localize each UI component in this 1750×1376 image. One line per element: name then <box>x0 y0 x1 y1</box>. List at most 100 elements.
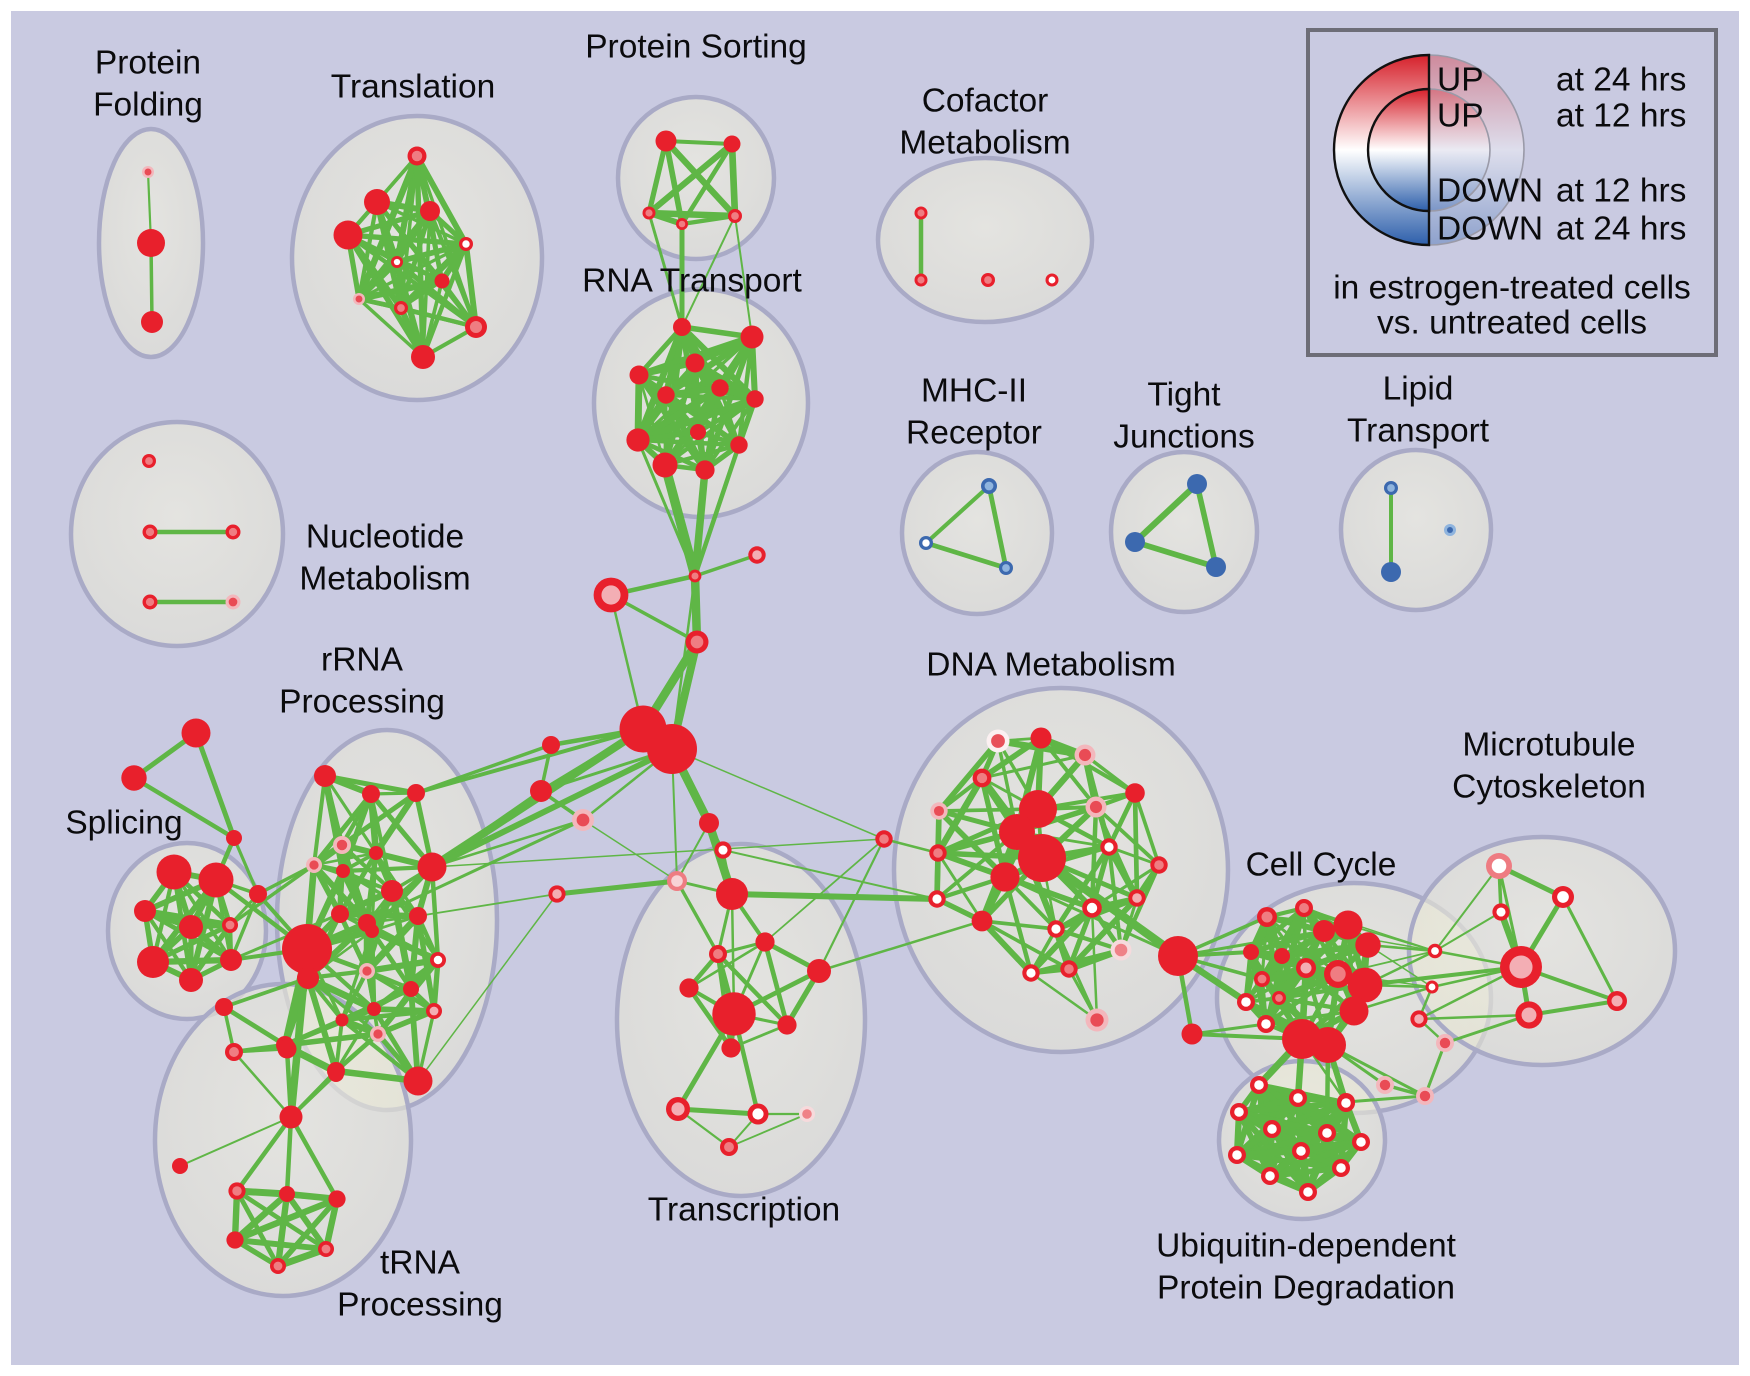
node <box>746 390 764 408</box>
node <box>1085 796 1107 818</box>
node <box>1332 1159 1350 1177</box>
edge <box>1002 874 1034 976</box>
edge <box>417 893 558 1082</box>
edge <box>679 324 755 340</box>
node <box>748 546 766 564</box>
node <box>430 952 446 968</box>
node <box>222 917 238 933</box>
legend-glyph-half <box>1366 87 1431 213</box>
edge <box>882 837 940 855</box>
edge <box>368 791 435 870</box>
node <box>685 630 709 654</box>
edge <box>1561 895 1619 1003</box>
node <box>930 802 948 820</box>
node <box>1045 273 1059 287</box>
node <box>721 1038 741 1058</box>
node <box>1082 898 1102 918</box>
node <box>277 1039 297 1059</box>
node <box>1257 907 1277 927</box>
node <box>1018 834 1066 882</box>
edge <box>645 140 736 217</box>
edge <box>322 773 419 796</box>
node <box>141 311 163 333</box>
node <box>391 256 403 268</box>
node <box>676 218 688 230</box>
node <box>1206 557 1226 577</box>
edge <box>675 879 720 956</box>
node <box>642 206 656 220</box>
edge <box>728 1113 808 1148</box>
edge <box>193 730 237 841</box>
edge <box>288 1114 340 1202</box>
edge <box>663 138 685 227</box>
node <box>1125 783 1145 803</box>
legend-direction-label: DOWN <box>1437 173 1543 210</box>
edge <box>1417 1013 1531 1021</box>
edge <box>284 1114 294 1197</box>
edge <box>554 878 680 897</box>
edge <box>355 277 446 303</box>
node <box>714 841 732 859</box>
cluster-label-mhc-ii-receptor: Receptor <box>906 415 1042 452</box>
edge <box>304 974 340 1075</box>
edge <box>979 918 1034 976</box>
edge <box>430 818 585 869</box>
node <box>1110 939 1132 961</box>
node <box>1384 481 1398 495</box>
node <box>137 229 165 257</box>
node <box>1333 910 1363 940</box>
node <box>1295 899 1313 917</box>
node <box>1074 744 1096 766</box>
node <box>459 237 473 251</box>
node <box>1274 948 1290 964</box>
cluster-label-dna-metabolism: DNA Metabolism <box>926 647 1175 684</box>
node <box>990 862 1020 892</box>
edge <box>675 1106 761 1117</box>
node <box>807 959 831 983</box>
node <box>1552 886 1574 908</box>
node <box>407 146 427 166</box>
node <box>1376 1076 1394 1094</box>
node <box>1060 960 1078 978</box>
node <box>1272 991 1286 1005</box>
edge <box>715 951 790 1028</box>
node <box>279 1105 303 1129</box>
edge <box>232 1237 329 1252</box>
node <box>1337 1094 1355 1112</box>
cluster-label-protein-folding: Folding <box>93 87 203 124</box>
node <box>270 1258 286 1274</box>
edge <box>634 323 686 444</box>
cluster-label-protein-sorting: Protein Sorting <box>585 29 807 66</box>
node <box>365 924 379 938</box>
edge <box>1248 905 1307 955</box>
node <box>1292 1142 1310 1160</box>
edge <box>647 211 684 329</box>
node <box>667 871 687 891</box>
node <box>695 460 715 480</box>
edge <box>398 305 479 330</box>
edge <box>1194 481 1219 570</box>
node <box>314 765 336 787</box>
edge <box>363 956 442 975</box>
node <box>711 379 729 397</box>
edge <box>1090 906 1099 1022</box>
cluster-label-transcription: Transcription <box>648 1192 840 1229</box>
node <box>353 293 365 305</box>
edge <box>681 215 736 328</box>
edge <box>662 396 758 468</box>
cluster-labels: Protein Folding Translation Protein Sorting… <box>65 29 1645 1324</box>
edge <box>979 735 1044 781</box>
cluster-label-rna-transport: RNA Transport <box>582 263 802 300</box>
node <box>971 910 993 932</box>
edge <box>333 1031 381 1074</box>
node <box>666 1097 690 1121</box>
node <box>1607 991 1627 1011</box>
edge <box>131 775 237 841</box>
edge <box>1094 805 1161 867</box>
node <box>411 345 435 369</box>
edge <box>636 360 698 378</box>
legend-footer-line: in estrogen-treated cells <box>1333 270 1691 307</box>
node <box>673 318 691 336</box>
node <box>709 945 727 963</box>
edge <box>679 213 738 227</box>
